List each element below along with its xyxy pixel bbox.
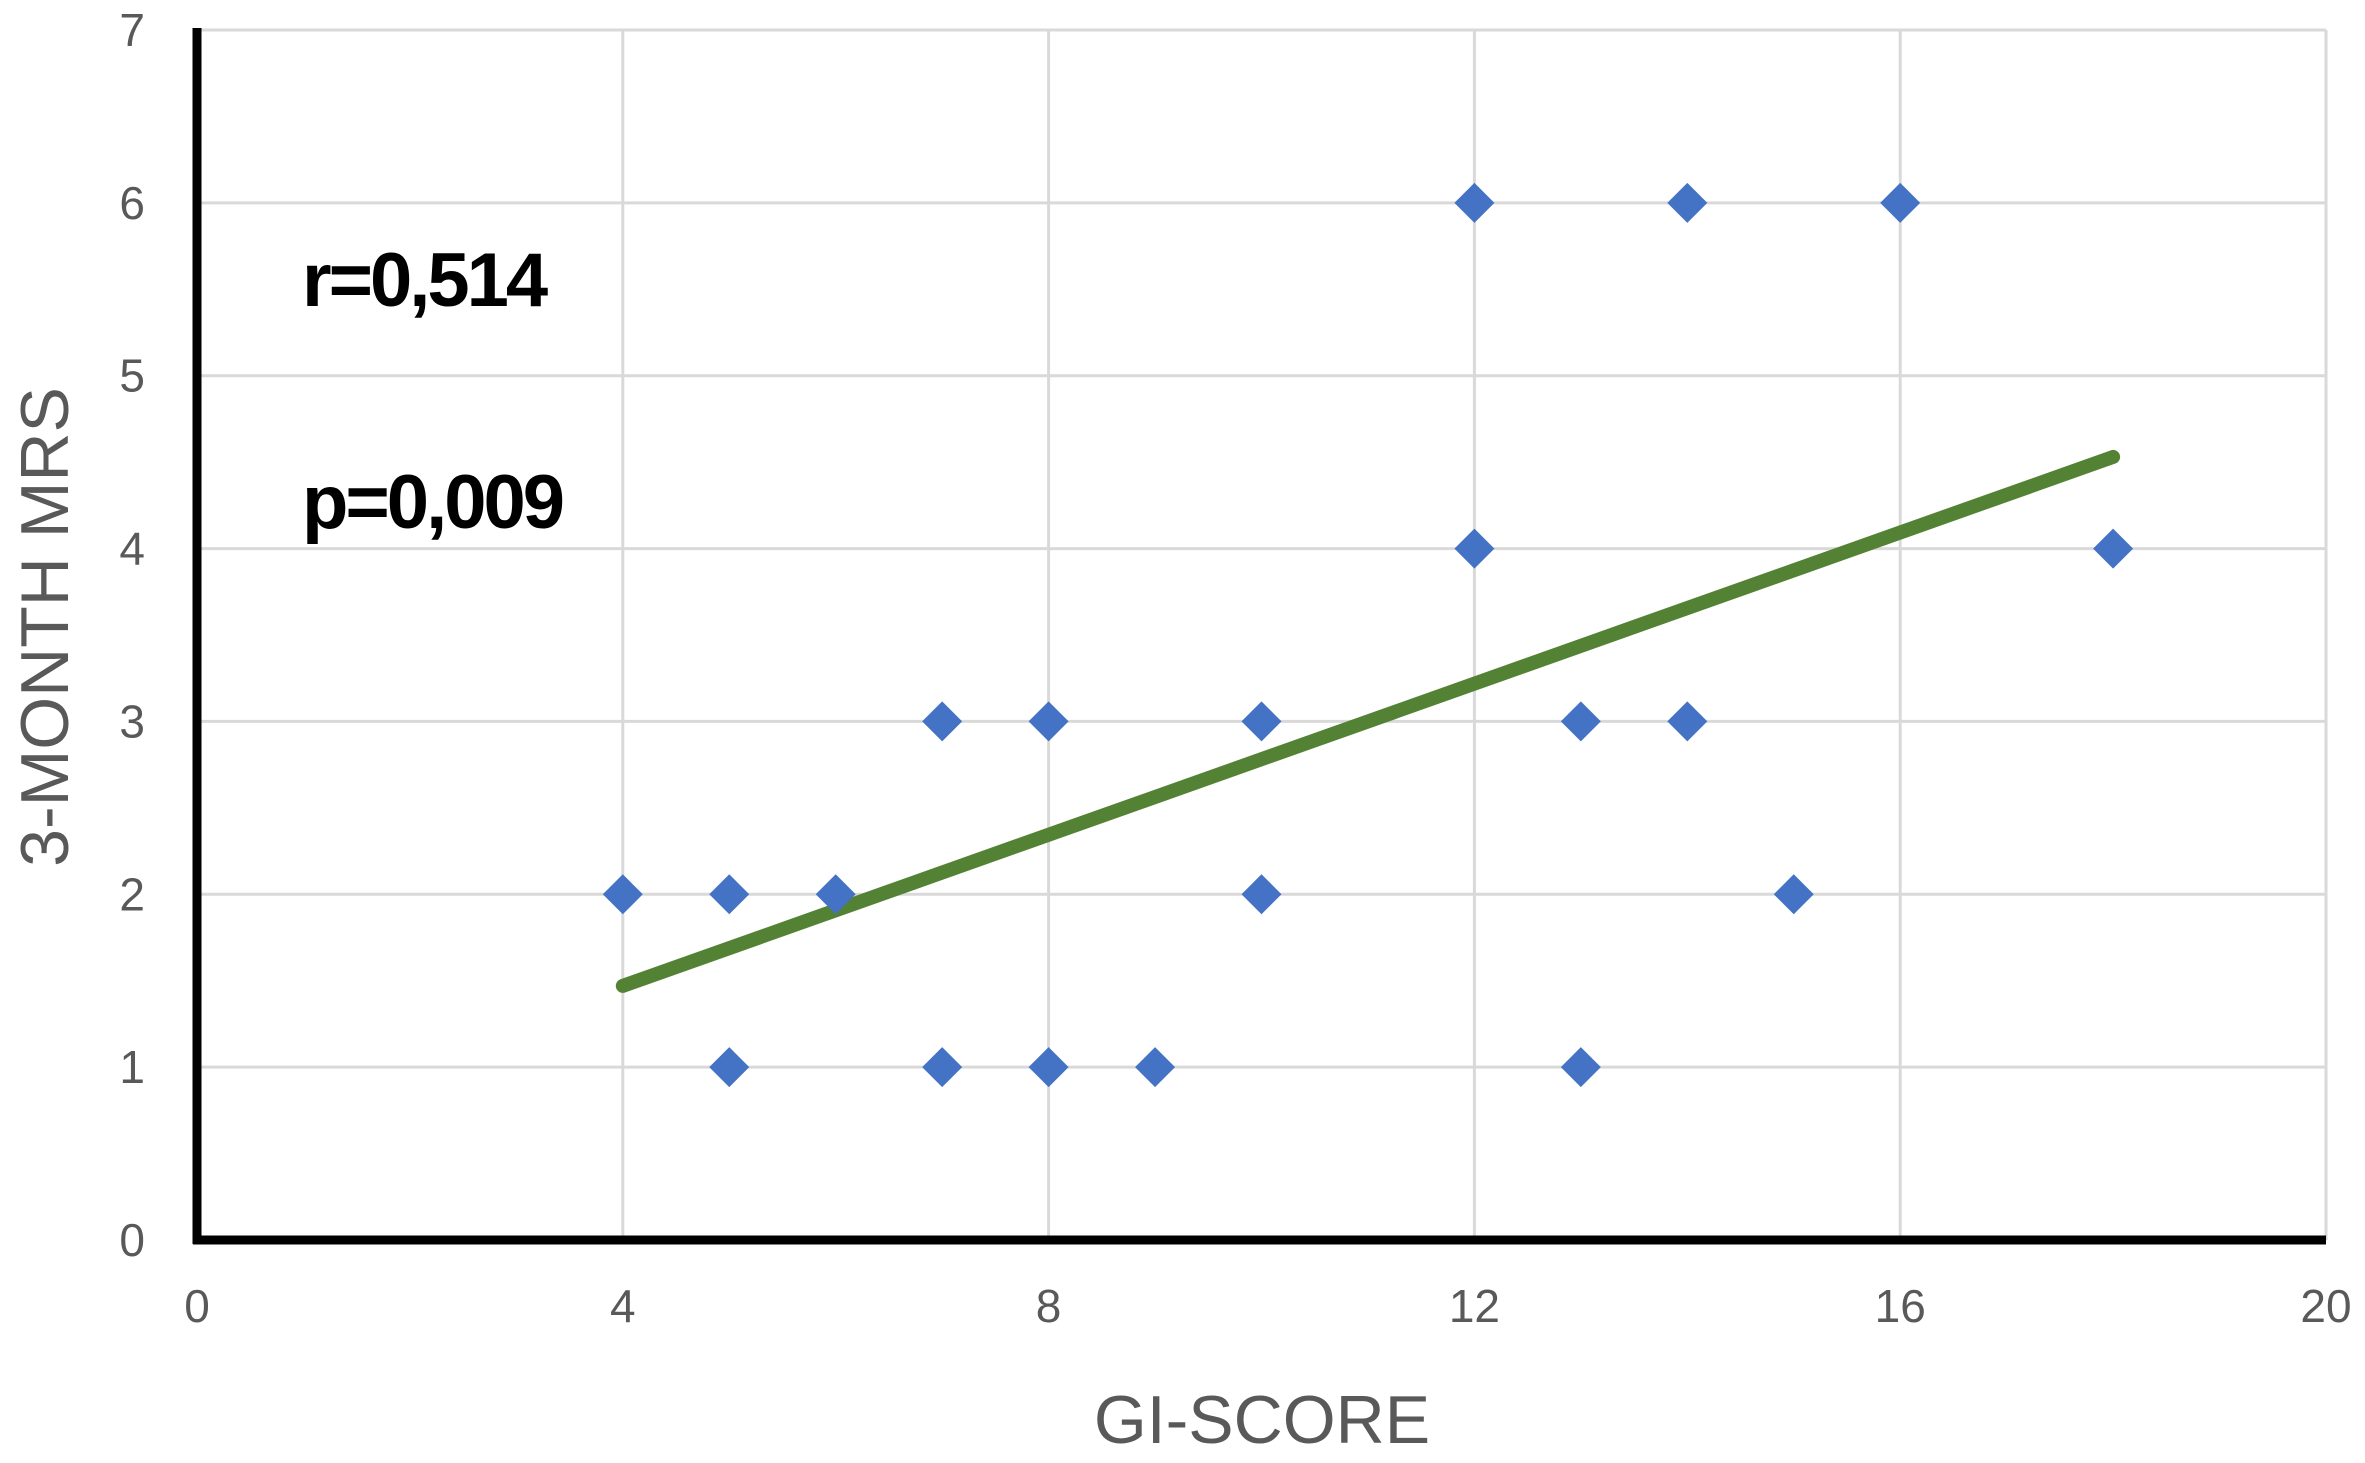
data-point-0-17 [1773,874,1814,915]
x-tick-label-4: 4 [610,1280,636,1332]
x-tick-label-12: 12 [1449,1280,1500,1332]
y-tick-label-4: 4 [119,523,145,575]
y-tick-label-5: 5 [119,350,145,402]
y-tick-label-1: 1 [119,1041,145,1093]
y-axis-title: 3-MONTH MRS [7,387,83,867]
y-tick-label-7: 7 [119,4,145,56]
data-point-0-19 [2093,528,2134,569]
annotation-p: p=0,009 [302,460,563,545]
data-point-0-4 [922,1047,963,1088]
annotation-r: r=0,514 [302,238,548,323]
data-point-0-14 [1454,528,1495,569]
data-point-0-10 [1241,874,1282,915]
x-tick-label-8: 8 [1036,1280,1062,1332]
y-tick-label-6: 6 [119,177,145,229]
data-point-0-5 [1028,1047,1069,1088]
data-point-0-3 [709,1047,750,1088]
data-point-0-9 [1241,701,1282,742]
y-tick-label-0: 0 [119,1214,145,1266]
y-tick-label-3: 3 [119,695,145,747]
data-point-0-1 [709,874,750,915]
data-point-0-6 [1135,1047,1176,1088]
y-tick-label-2: 2 [119,868,145,920]
data-point-0-18 [1560,1047,1601,1088]
data-point-0-12 [1667,182,1708,223]
x-tick-label-0: 0 [184,1280,210,1332]
data-points [602,182,2134,1088]
trendline [615,449,2121,993]
data-point-0-11 [1454,182,1495,223]
data-point-0-0 [602,874,643,915]
grid-lines [197,28,2328,1240]
data-point-0-15 [1560,701,1601,742]
trendline-layer [615,449,2121,993]
axes [192,28,2326,1245]
x-axis-title: GI-SCORE [1094,1382,1430,1458]
data-point-0-7 [922,701,963,742]
data-point-0-16 [1667,701,1708,742]
data-point-0-13 [1880,182,1921,223]
data-point-0-2 [815,874,856,915]
x-tick-label-20: 20 [2300,1280,2351,1332]
x-tick-label-16: 16 [1875,1280,1926,1332]
data-point-0-8 [1028,701,1069,742]
